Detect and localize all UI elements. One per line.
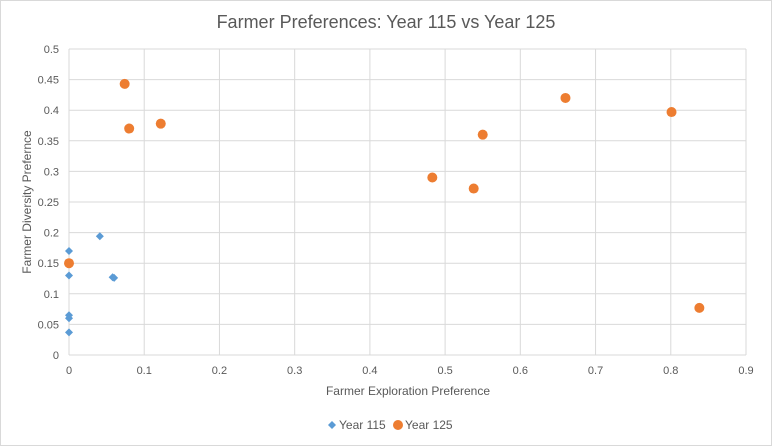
- x-tick-label: 0.7: [588, 365, 603, 377]
- data-point-year-115: [65, 246, 73, 255]
- legend-marker: [328, 421, 336, 429]
- data-point-year-125: [124, 123, 135, 134]
- data-point-year-125: [468, 183, 479, 194]
- gridlines: [68, 48, 747, 356]
- chart-title: Farmer Preferences: Year 115 vs Year 125: [217, 12, 556, 32]
- y-tick-label: 0: [53, 350, 59, 362]
- y-tick-label: 0.5: [44, 44, 59, 56]
- data-point-year-125: [477, 129, 488, 140]
- data-point-year-115: [65, 314, 73, 323]
- x-tick-label: 0.6: [513, 365, 528, 377]
- legend-label: Year 115: [339, 418, 386, 432]
- x-tick-label: 0.9: [738, 365, 753, 377]
- data-point-year-125: [427, 172, 438, 183]
- y-axis-ticks: 0 0.05 0.1 0.15 0.2 0.25 0.3 0.35 0.4 0.45 0.5: [38, 44, 59, 362]
- data-point-year-125: [560, 92, 571, 103]
- data-point-year-125: [155, 118, 166, 129]
- data-point-year-115: [110, 273, 119, 282]
- data-point-year-115: [95, 232, 104, 241]
- y-tick-label: 0.2: [44, 228, 59, 240]
- data-point-year-115: [65, 271, 73, 280]
- x-tick-label: 0.3: [287, 365, 302, 377]
- y-tick-label: 0.1: [44, 289, 59, 301]
- legend-label: Year 125: [405, 418, 453, 432]
- data-point-year-125: [666, 107, 677, 118]
- x-axis-label: Farmer Exploration Preference: [326, 384, 490, 398]
- data-point-year-115: [65, 328, 73, 337]
- x-tick-label: 0.2: [212, 365, 227, 377]
- x-axis-ticks: 0 0.1 0.2 0.3 0.4 0.5 0.6 0.7 0.8 0.9: [66, 365, 754, 377]
- legend-marker: [393, 420, 403, 430]
- y-tick-label: 0.4: [44, 105, 59, 117]
- plot-points: [64, 78, 705, 337]
- data-point-year-125: [694, 302, 705, 313]
- legend: Year 115 Year 125: [328, 418, 453, 432]
- x-tick-label: 0.5: [437, 365, 452, 377]
- data-point-year-125: [119, 78, 130, 89]
- y-axis-label: Farmer Diversity Prefernce: [20, 130, 34, 274]
- x-tick-label: 0.1: [137, 365, 152, 377]
- y-tick-label: 0.25: [38, 197, 59, 209]
- y-tick-label: 0.35: [38, 136, 59, 148]
- data-point-year-125: [64, 258, 74, 269]
- y-tick-label: 0.15: [38, 258, 59, 270]
- x-tick-label: 0.8: [663, 365, 678, 377]
- y-tick-label: 0.05: [38, 319, 59, 331]
- x-tick-label: 0: [66, 365, 72, 377]
- x-tick-label: 0.4: [362, 365, 377, 377]
- y-tick-label: 0.45: [38, 75, 59, 87]
- y-tick-label: 0.3: [44, 166, 59, 178]
